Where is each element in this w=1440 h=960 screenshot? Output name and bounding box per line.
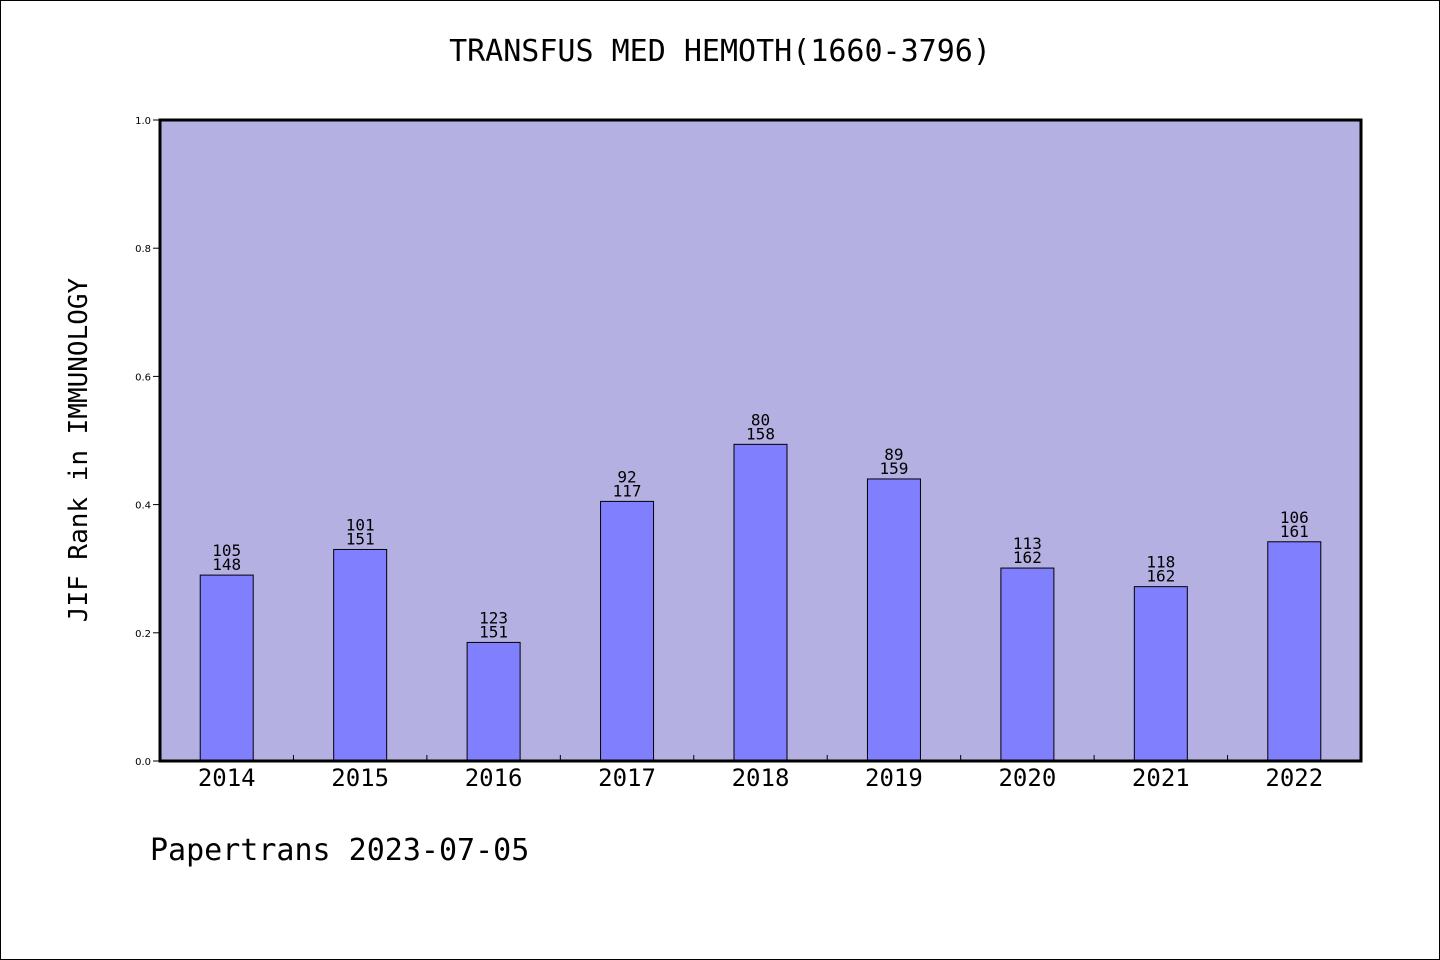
x-tick-label: 2017 [598, 764, 656, 792]
bar-total-label: 151 [346, 529, 375, 548]
x-tick-label: 2016 [465, 764, 523, 792]
bar-2018 [733, 443, 788, 762]
bar-2020 [1000, 567, 1055, 762]
x-tick-label: 2015 [331, 764, 389, 792]
bar-total-label: 159 [879, 459, 908, 478]
bar-total-label: 148 [212, 555, 241, 574]
bar-rank-label: 113 [1013, 534, 1042, 553]
bar-2022 [1267, 541, 1322, 762]
bar-2019 [866, 478, 921, 762]
x-tick-label: 2021 [1132, 764, 1190, 792]
bar-2014 [199, 574, 254, 762]
bar-total-label: 151 [479, 622, 508, 641]
chart-title: TRANSFUS MED HEMOTH(1660-3796) [449, 34, 991, 69]
bar-rank-label: 89 [884, 445, 903, 464]
y-tick-label: 0.6 [135, 372, 151, 383]
footer-text: Papertrans 2023-07-05 [150, 833, 530, 868]
bar-total-label: 117 [613, 481, 642, 500]
bar-rank-label: 123 [479, 608, 508, 627]
y-tick-label: 0.2 [135, 629, 151, 640]
y-tick-label: 0.0 [135, 757, 151, 768]
y-tick-label: 1.0 [135, 116, 151, 127]
bar-2021 [1133, 586, 1188, 762]
bar-2015 [333, 548, 388, 762]
bar-2017 [600, 500, 655, 762]
bar-rank-label: 106 [1280, 508, 1309, 527]
plot-border [158, 118, 1363, 763]
x-tick-label: 2014 [198, 764, 256, 792]
y-tick-label: 0.4 [135, 501, 151, 512]
bar-total-label: 161 [1280, 522, 1309, 541]
y-tick-label: 0.8 [135, 244, 151, 255]
bar-total-label: 162 [1013, 548, 1042, 567]
x-tick-label: 2022 [1265, 764, 1323, 792]
x-tick-label: 2020 [998, 764, 1056, 792]
bar-rank-label: 118 [1146, 553, 1175, 572]
bar-rank-label: 80 [751, 410, 770, 429]
bar-total-label: 162 [1146, 567, 1175, 586]
bar-total-label: 158 [746, 424, 775, 443]
bar-rank-label: 105 [212, 541, 241, 560]
x-tick-label: 2019 [865, 764, 923, 792]
bar-rank-label: 92 [617, 467, 636, 486]
bar-rank-label: 101 [346, 515, 375, 534]
bar-2016 [466, 641, 521, 762]
x-tick-label: 2018 [732, 764, 790, 792]
